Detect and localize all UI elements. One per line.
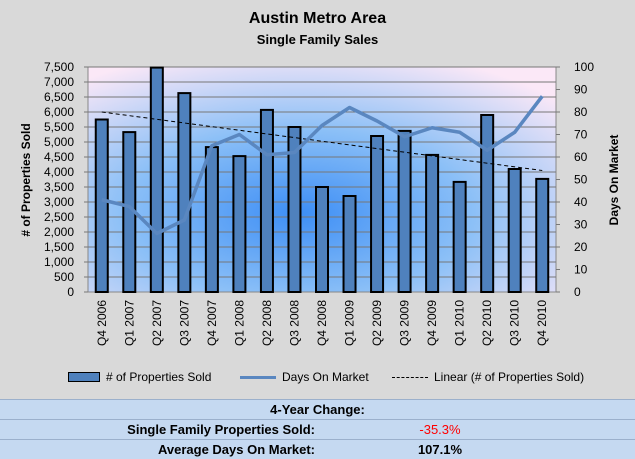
summary-row: Average Days On Market: 107.1% <box>0 440 635 459</box>
x-tick-label: Q1 2009 <box>343 300 357 346</box>
legend-swatch-trend <box>392 377 428 378</box>
x-tick-label: Q1 2008 <box>232 300 246 346</box>
bar <box>344 196 356 292</box>
summary-heading: 4-Year Change: <box>0 400 635 420</box>
legend-item-bars: # of Properties Sold <box>68 370 211 384</box>
y2-tick-label: 100 <box>574 60 594 74</box>
y2-tick-label: 60 <box>574 150 588 164</box>
y2-tick-label: 10 <box>574 263 588 277</box>
summary-value: 107.1% <box>400 442 480 457</box>
y-tick-label: 500 <box>54 270 74 284</box>
summary-label: Single Family Properties Sold: <box>127 422 315 437</box>
y-tick-label: 7,500 <box>44 60 74 74</box>
x-tick-label: Q3 2008 <box>287 300 301 346</box>
bar <box>316 187 328 292</box>
bar <box>178 93 190 292</box>
x-tick-label: Q2 2010 <box>480 300 494 346</box>
combo-chart: 05001,0001,5002,0002,5003,0003,5004,0004… <box>0 0 635 370</box>
legend-item-line: Days On Market <box>240 370 369 384</box>
bar <box>481 115 493 292</box>
summary-row: Single Family Properties Sold: -35.3% <box>0 420 635 440</box>
y-tick-label: 2,000 <box>44 225 74 239</box>
y2-tick-label: 50 <box>574 173 588 187</box>
bar <box>96 120 108 293</box>
y-tick-label: 1,500 <box>44 240 74 254</box>
bar <box>454 182 466 292</box>
legend-swatch-line <box>240 376 276 379</box>
y-axis-label: # of Properties Sold <box>19 123 33 236</box>
x-tick-label: Q2 2007 <box>150 300 164 346</box>
legend-label: Linear (# of Properties Sold) <box>434 370 584 384</box>
summary-label: Average Days On Market: <box>158 442 315 457</box>
x-tick-label: Q4 2006 <box>95 300 109 346</box>
bar <box>151 68 163 292</box>
y2-axis-label: Days On Market <box>607 135 621 226</box>
y-tick-label: 4,500 <box>44 150 74 164</box>
legend-item-trend: Linear (# of Properties Sold) <box>392 370 584 384</box>
y2-tick-label: 40 <box>574 195 588 209</box>
y-tick-label: 3,000 <box>44 195 74 209</box>
x-tick-label: Q3 2009 <box>398 300 412 346</box>
y-tick-label: 6,000 <box>44 105 74 119</box>
y-tick-label: 0 <box>67 285 74 299</box>
x-tick-label: Q4 2008 <box>315 300 329 346</box>
bar <box>206 147 218 292</box>
x-tick-label: Q3 2010 <box>508 300 522 346</box>
legend-swatch-bar <box>68 372 100 382</box>
y-tick-label: 7,000 <box>44 75 74 89</box>
bar <box>426 155 438 292</box>
x-tick-label: Q4 2007 <box>205 300 219 346</box>
y-tick-label: 5,000 <box>44 135 74 149</box>
x-tick-label: Q2 2009 <box>370 300 384 346</box>
x-tick-label: Q1 2007 <box>122 300 136 346</box>
legend-label: Days On Market <box>282 370 369 384</box>
x-tick-label: Q3 2007 <box>177 300 191 346</box>
y-tick-label: 4,000 <box>44 165 74 179</box>
bar <box>261 110 273 292</box>
x-tick-label: Q4 2009 <box>425 300 439 346</box>
x-tick-label: Q4 2010 <box>535 300 549 346</box>
y-tick-label: 6,500 <box>44 90 74 104</box>
y2-tick-label: 20 <box>574 240 588 254</box>
y-tick-label: 1,000 <box>44 255 74 269</box>
y-tick-label: 5,500 <box>44 120 74 134</box>
x-tick-label: Q2 2008 <box>260 300 274 346</box>
y-tick-label: 2,500 <box>44 210 74 224</box>
summary-value: -35.3% <box>400 422 480 437</box>
bar <box>536 179 548 292</box>
y2-tick-label: 70 <box>574 128 588 142</box>
y2-tick-label: 90 <box>574 83 588 97</box>
y2-tick-label: 30 <box>574 218 588 232</box>
bar <box>233 156 245 292</box>
x-tick-label: Q1 2010 <box>453 300 467 346</box>
y2-tick-label: 0 <box>574 285 581 299</box>
y2-tick-label: 80 <box>574 105 588 119</box>
legend-label: # of Properties Sold <box>106 370 211 384</box>
summary-table: 4-Year Change: Single Family Properties … <box>0 399 635 459</box>
bar <box>371 136 383 292</box>
bar <box>399 131 411 292</box>
y-tick-label: 3,500 <box>44 180 74 194</box>
bar <box>509 169 521 292</box>
